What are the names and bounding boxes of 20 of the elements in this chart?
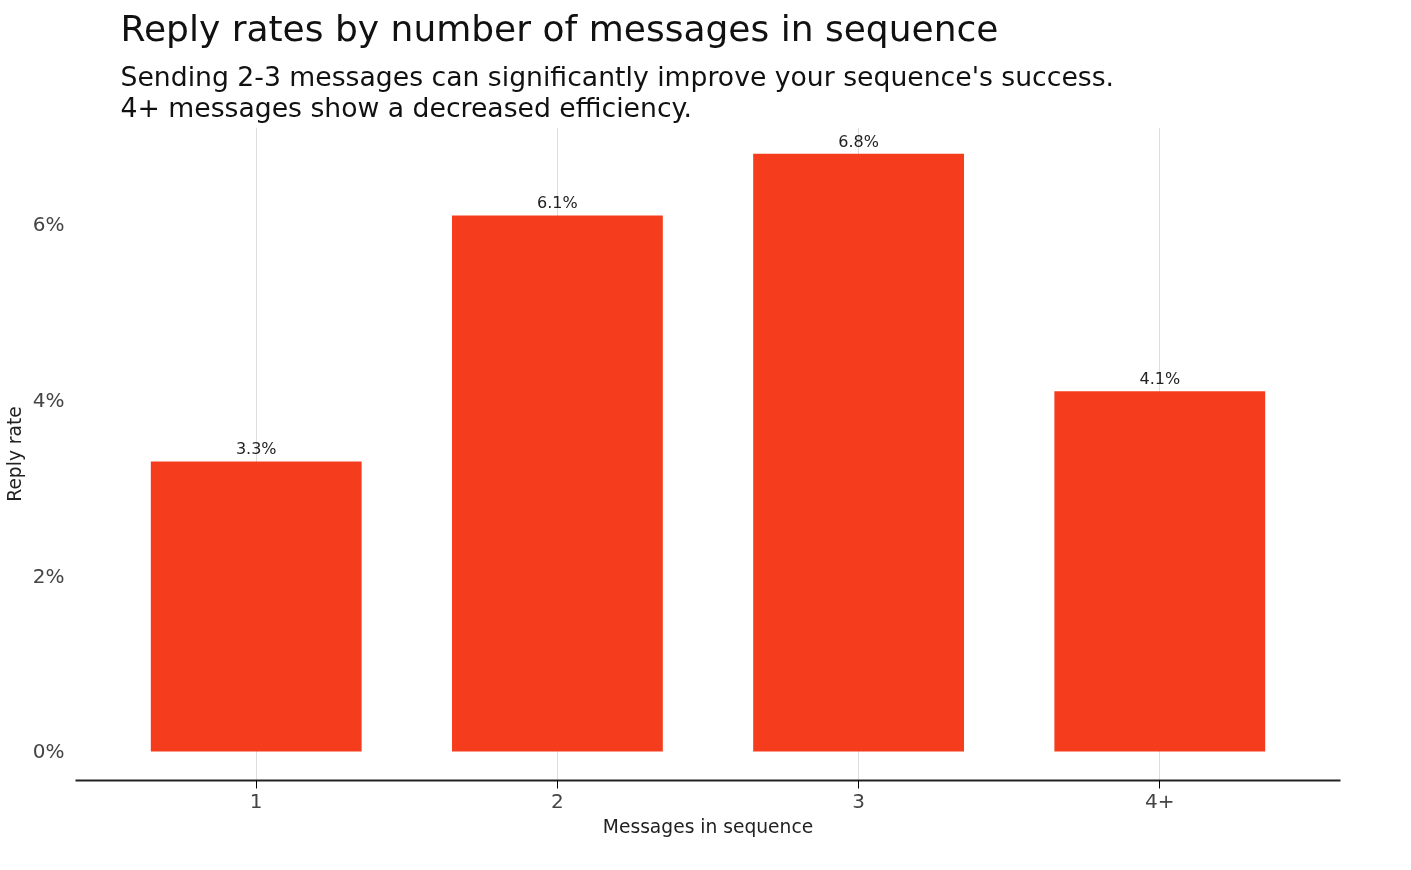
bar (451, 215, 663, 752)
x-tick-label: 2 (551, 788, 564, 813)
data-label: 4.1% (1139, 369, 1181, 389)
chart-title: Reply rates by number of messages in sequence (120, 7, 999, 49)
x-tick-label: 3 (852, 788, 865, 813)
chart-subtitle: Sending 2-3 messages can significantly improve your sequence's success. 4+ messages show a decreased efficiency. (120, 60, 1115, 123)
bar (753, 153, 965, 752)
x-tick-label: 1 (249, 788, 263, 813)
data-label: 6.8% (838, 131, 879, 151)
y-axis-title: Reply rate (3, 406, 25, 502)
data-label: 3.3% (235, 439, 277, 459)
bar (1054, 391, 1266, 752)
y-tick-label: 2% (32, 563, 65, 588)
y-tick-label: 4% (32, 387, 65, 412)
data-label: 6.1% (537, 193, 578, 213)
bar (150, 461, 362, 752)
x-tick-label: 4+ (1145, 788, 1175, 813)
y-tick-label: 0% (32, 739, 65, 764)
x-axis-title: Messages in sequence (602, 815, 814, 837)
y-tick-label: 6% (32, 212, 65, 237)
